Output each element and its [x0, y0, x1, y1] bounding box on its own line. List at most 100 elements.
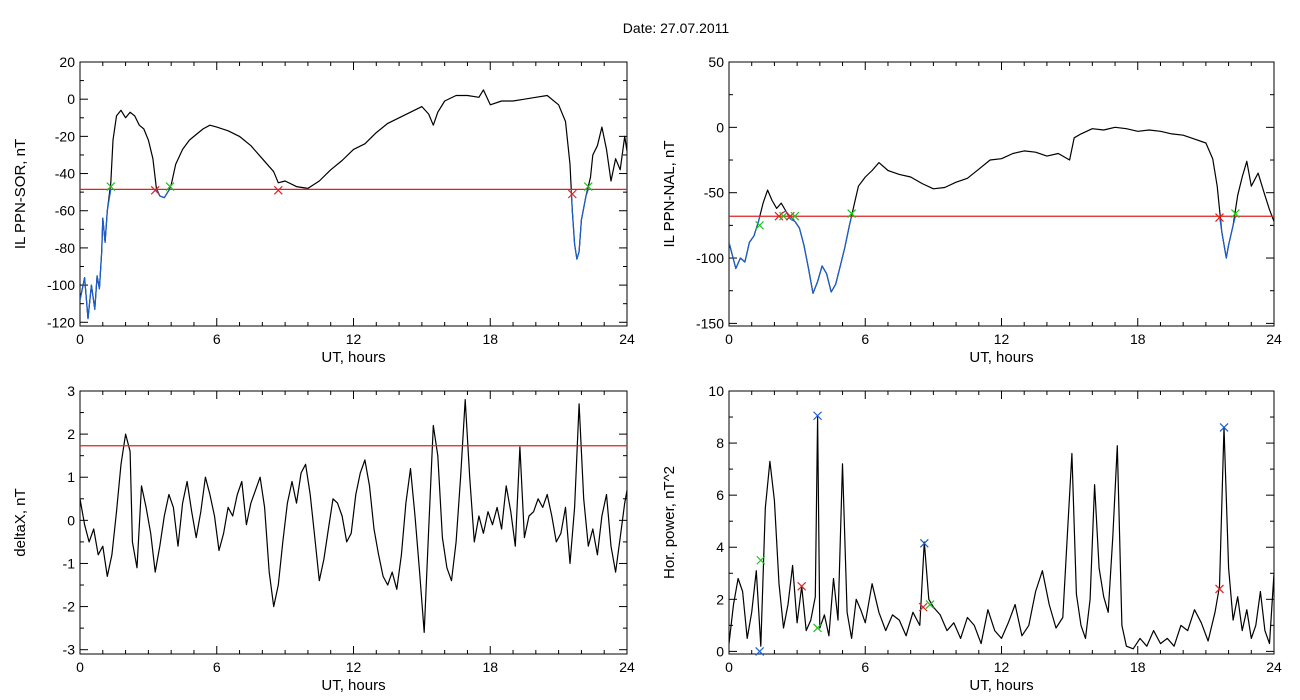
nal-cross-marker-stroke: [779, 211, 788, 221]
power-cross-marker-stroke: [918, 602, 928, 612]
nal-plot-frame: [728, 61, 1275, 327]
nal-cross-marker-stroke: [790, 211, 800, 221]
sor-ytick-label: -40: [55, 166, 75, 182]
sor-ytick-label: -60: [55, 203, 75, 219]
nal-x-axis-label: UT, hours: [969, 349, 1033, 366]
power-cross-marker-stroke: [919, 538, 929, 548]
power-cross-marker: [755, 646, 765, 656]
power-ytick-label: 10: [708, 383, 724, 399]
power-cross-marker: [918, 602, 928, 612]
power-cross-marker-stroke: [1219, 423, 1229, 432]
power-cross-marker-stroke: [813, 411, 822, 421]
nal-xtick-label: 24: [1266, 331, 1282, 347]
deltax-series-line-0: [80, 399, 627, 634]
power-cross-marker: [919, 538, 929, 548]
sor-xtick-label: 12: [346, 331, 362, 347]
power-cross-marker-stroke: [925, 600, 935, 609]
power-xtick-label: 0: [725, 659, 733, 675]
nal-xtick-label: 6: [861, 331, 869, 347]
nal-cross-marker: [1215, 213, 1224, 222]
nal-series-line-1: [729, 216, 761, 270]
sor-cross-marker: [583, 182, 593, 191]
nal-ytick-label: -50: [704, 185, 724, 201]
power-ytick-label: 2: [716, 591, 724, 607]
power-cross-marker: [813, 411, 822, 421]
power-cross-marker-stroke: [813, 623, 822, 633]
nal-y-axis-label: IL PPN-NAL, nT: [661, 141, 678, 248]
power-ytick-label: 8: [716, 435, 724, 451]
deltax-ytick-label: -3: [63, 642, 76, 658]
sor-cross-marker-stroke: [567, 189, 577, 199]
nal-series-line-2: [780, 210, 853, 294]
power-cross-marker: [756, 555, 766, 565]
deltax-plot-frame: [79, 390, 628, 655]
nal-cross-marker: [790, 211, 800, 221]
power-xtick-label: 6: [861, 659, 869, 675]
deltax-ytick-label: 2: [67, 426, 75, 442]
sor-xtick-label: 6: [213, 331, 221, 347]
power-cross-marker-stroke: [755, 646, 765, 656]
nal-ytick-label: -150: [696, 315, 724, 331]
nal-cross-marker: [847, 209, 857, 219]
power-cross-marker: [813, 623, 822, 633]
nal-series-line-3: [1218, 216, 1236, 259]
deltax-ytick-label: 3: [67, 383, 75, 399]
power-y-axis-label: Hor. power, nT^2: [661, 466, 678, 579]
sor-cross-marker-stroke: [583, 182, 593, 191]
nal-cross-marker-stroke: [847, 209, 857, 219]
power-x-axis-label: UT, hours: [969, 677, 1033, 694]
sor-ytick-label: 20: [59, 54, 75, 70]
nal-ytick-label: 50: [708, 54, 724, 70]
nal-cross-marker-stroke: [1215, 213, 1224, 222]
power-ytick-label: 6: [716, 487, 724, 503]
power-plot-frame: [728, 390, 1275, 655]
page-title: Date: 27.07.2011: [623, 20, 730, 36]
deltax-xtick-label: 18: [482, 659, 498, 675]
power-ytick-label: 0: [716, 643, 724, 659]
deltax-xtick-label: 6: [213, 659, 221, 675]
deltax-xtick-label: 0: [76, 659, 84, 675]
sor-series-line-3: [570, 189, 589, 260]
sor-cross-marker: [273, 185, 283, 195]
sor-ytick-label: -20: [55, 128, 75, 144]
deltax-y-axis-label: deltaX, nT: [12, 488, 29, 556]
deltax-x-axis-label: UT, hours: [321, 677, 385, 694]
nal-cross-marker-stroke: [755, 220, 765, 230]
nal-ytick-label: -100: [696, 250, 724, 266]
nal-xtick-label: 0: [725, 331, 733, 347]
sor-series-line-1: [80, 189, 112, 320]
power-cross-marker-stroke: [1215, 584, 1224, 594]
nal-xtick-label: 18: [1130, 331, 1146, 347]
power-cross-marker: [797, 581, 807, 591]
deltax-ytick-label: -1: [63, 555, 76, 571]
sor-xtick-label: 24: [619, 331, 635, 347]
sor-ytick-label: -120: [47, 314, 75, 330]
sor-ytick-label: 0: [67, 91, 75, 107]
power-cross-marker: [925, 600, 935, 609]
power-cross-marker: [1215, 584, 1224, 594]
deltax-ytick-label: 1: [67, 469, 75, 485]
sor-cross-marker: [106, 182, 116, 191]
deltax-xtick-label: 24: [619, 659, 635, 675]
nal-series-line-0: [729, 126, 1274, 294]
panel-nal-top-right: 0 6 12 18 24 -150 -100 -50 0 50 UT, hours IL PPN-NA…: [661, 54, 1282, 366]
power-xtick-label: 24: [1266, 659, 1282, 675]
deltax-ytick-label: -2: [63, 599, 76, 615]
power-ytick-label: 4: [716, 539, 724, 555]
power-cross-marker: [1219, 423, 1229, 432]
nal-ytick-label: 0: [716, 119, 724, 135]
sor-cross-marker-stroke: [150, 185, 160, 195]
sor-cross-marker-stroke: [273, 185, 283, 195]
power-xtick-label: 18: [1130, 659, 1146, 675]
nal-cross-marker: [755, 220, 765, 230]
sor-cross-marker: [567, 189, 577, 199]
sor-plot-frame: [79, 61, 628, 327]
sor-xtick-label: 18: [482, 331, 498, 347]
sor-ytick-label: -80: [55, 240, 75, 256]
sor-cross-marker: [165, 182, 175, 191]
sor-xtick-label: 0: [76, 331, 84, 347]
nal-cross-marker: [1230, 209, 1240, 219]
deltax-xtick-label: 12: [346, 659, 362, 675]
